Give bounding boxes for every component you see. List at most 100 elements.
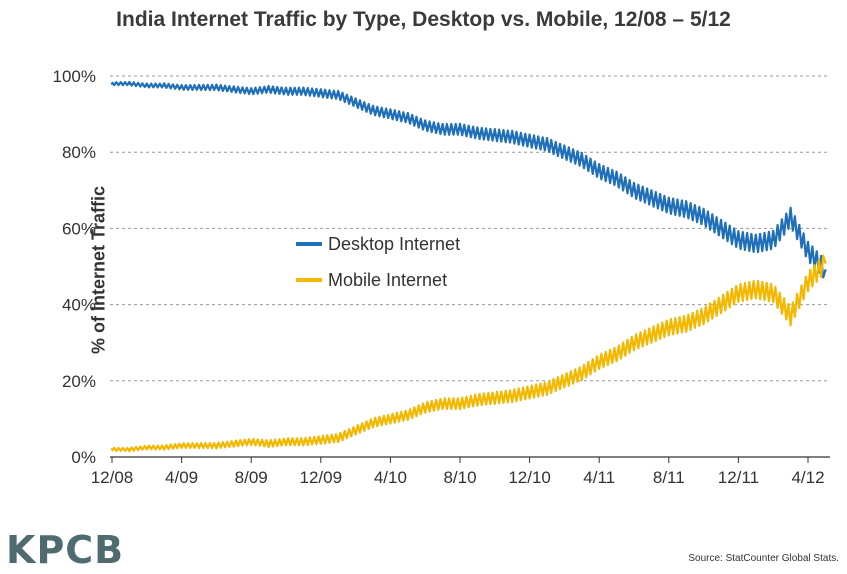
data-point-mobile: [685, 322, 688, 325]
data-point-mobile: [145, 446, 148, 449]
data-point-mobile: [110, 448, 114, 451]
data-point-mobile: [215, 444, 218, 447]
data-point-desktop: [319, 91, 322, 95]
kpcb-logo: KPCB: [6, 528, 125, 572]
data-point-mobile: [458, 402, 462, 405]
data-point-mobile: [737, 291, 740, 295]
data-point-mobile: [754, 288, 757, 291]
data-point-desktop: [354, 101, 357, 104]
data-point-desktop: [719, 227, 723, 230]
source-note: Source: StatCounter Global Stats.: [688, 553, 839, 564]
data-point-desktop: [754, 242, 757, 245]
data-point-desktop: [232, 88, 235, 91]
data-point-mobile: [632, 341, 636, 344]
data-point-desktop: [824, 269, 827, 272]
data-point-mobile: [580, 371, 583, 375]
data-point-desktop: [128, 82, 131, 85]
data-point-desktop: [580, 158, 583, 162]
y-tick-label: 100%: [53, 67, 96, 86]
data-point-desktop: [250, 90, 253, 93]
data-point-mobile: [667, 326, 670, 329]
y-tick-label: 40%: [62, 296, 96, 315]
data-point-desktop: [563, 151, 566, 154]
data-point-desktop: [441, 128, 444, 131]
data-point-desktop: [545, 143, 549, 146]
data-point-mobile: [789, 314, 792, 318]
data-point-mobile: [389, 417, 392, 421]
data-point-mobile: [197, 444, 201, 447]
data-point-desktop: [406, 116, 409, 120]
data-point-mobile: [354, 429, 357, 432]
data-point-desktop: [702, 215, 705, 219]
data-point-desktop: [493, 133, 496, 137]
data-point-mobile: [598, 360, 601, 363]
data-point-mobile: [511, 394, 514, 398]
x-tick-label: 12/09: [300, 468, 343, 487]
x-tick-label: 12/08: [91, 468, 134, 487]
x-tick-label: 12/11: [718, 468, 759, 487]
data-point-mobile: [806, 280, 810, 283]
data-point-desktop: [458, 128, 462, 131]
legend-label-desktop: Desktop Internet: [328, 233, 461, 254]
series-line-mobile: [111, 254, 827, 453]
data-point-mobile: [441, 402, 444, 405]
data-point-desktop: [528, 139, 531, 142]
data-point-mobile: [250, 440, 253, 443]
data-point-desktop: [476, 131, 479, 135]
x-tick-label: 4/12: [791, 468, 824, 487]
data-point-desktop: [424, 124, 427, 127]
data-point-desktop: [615, 177, 618, 181]
data-point-mobile: [702, 314, 705, 318]
data-point-mobile: [128, 448, 131, 451]
data-point-desktop: [371, 109, 375, 112]
x-tick-label: 8/09: [235, 468, 268, 487]
y-tick-label: 0%: [71, 448, 96, 467]
data-point-desktop: [180, 86, 183, 89]
data-point-mobile: [476, 398, 479, 402]
data-point-desktop: [650, 196, 653, 200]
x-tick-label: 8/11: [653, 468, 685, 487]
data-point-mobile: [319, 438, 322, 442]
data-point-desktop: [267, 88, 270, 91]
legend: Desktop Internet Mobile Internet: [296, 226, 460, 298]
data-point-mobile: [563, 379, 566, 382]
x-tick-label: 12/10: [508, 468, 551, 487]
data-point-desktop: [511, 135, 514, 139]
series-line-desktop: [111, 80, 827, 279]
data-point-desktop: [215, 86, 218, 89]
data-point-mobile: [284, 440, 288, 443]
data-point-desktop: [337, 93, 340, 97]
data-point-desktop: [197, 86, 201, 89]
data-point-mobile: [163, 446, 166, 449]
chart-title: India Internet Traffic by Type, Desktop …: [116, 8, 731, 31]
data-point-mobile: [650, 333, 653, 337]
data-point-mobile: [615, 352, 618, 356]
data-point-mobile: [528, 391, 531, 394]
y-axis-label: % of Internet Traffic: [88, 185, 109, 355]
data-point-mobile: [493, 396, 496, 400]
y-tick-label: 60%: [62, 219, 96, 238]
data-point-desktop: [667, 204, 670, 207]
legend-item-mobile: Mobile Internet: [296, 262, 460, 298]
data-point-desktop: [110, 82, 114, 85]
data-point-desktop: [737, 238, 740, 242]
data-point-mobile: [406, 413, 409, 417]
data-point-desktop: [145, 84, 148, 87]
data-point-desktop: [806, 250, 810, 253]
data-point-mobile: [424, 406, 427, 409]
data-point-mobile: [267, 442, 270, 445]
y-tick-label: 80%: [62, 143, 96, 162]
x-tick-label: 4/10: [374, 468, 407, 487]
legend-swatch-desktop: [296, 242, 322, 246]
data-point-desktop: [284, 90, 288, 93]
data-point-desktop: [598, 170, 601, 173]
data-point-mobile: [302, 440, 305, 443]
data-point-desktop: [789, 215, 792, 219]
data-point-desktop: [632, 189, 636, 192]
data-point-mobile: [337, 436, 340, 440]
data-point-desktop: [685, 208, 688, 211]
data-point-mobile: [232, 442, 235, 445]
legend-swatch-mobile: [296, 278, 322, 282]
data-point-desktop: [302, 90, 305, 93]
